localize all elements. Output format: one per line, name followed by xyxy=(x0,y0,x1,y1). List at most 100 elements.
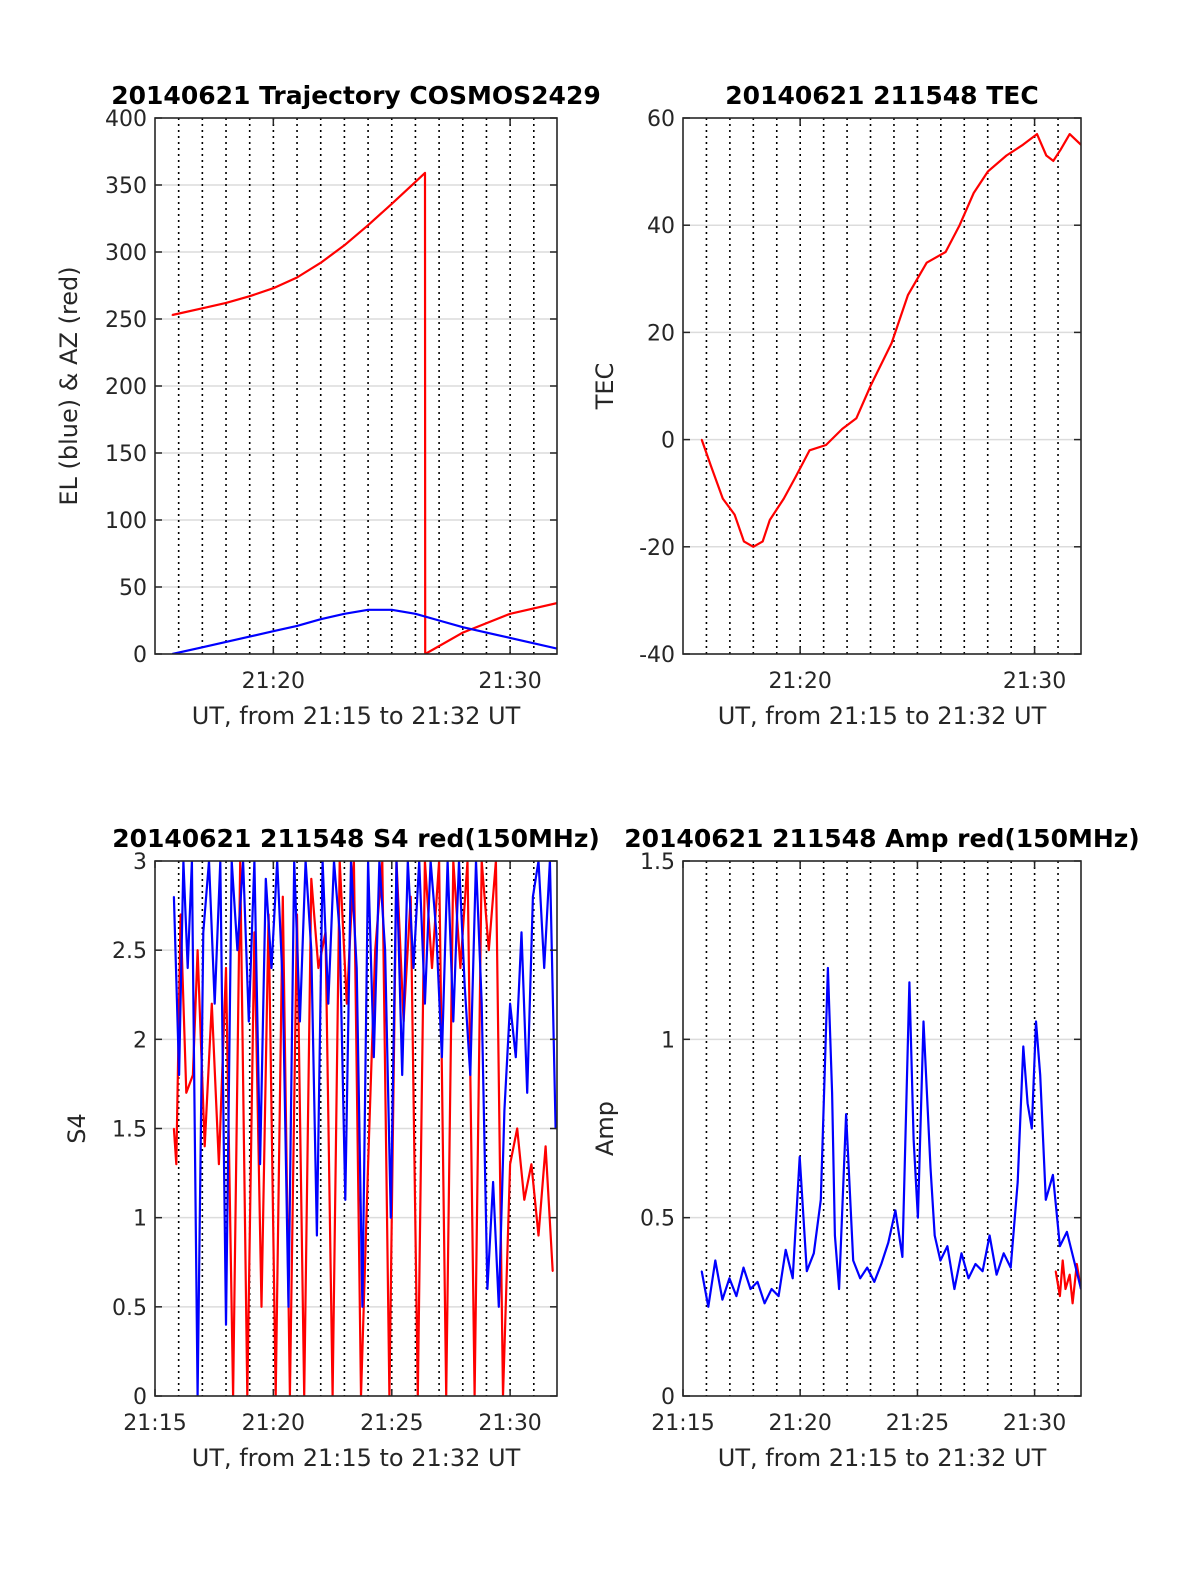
y-tick-label: 250 xyxy=(105,308,147,333)
data-point xyxy=(855,417,858,420)
y-tick-label: -20 xyxy=(639,536,675,561)
x-tick-label: 21:20 xyxy=(242,1411,305,1436)
data-point xyxy=(859,1277,861,1280)
data-point xyxy=(391,203,393,205)
y-tick-label: 3 xyxy=(133,850,147,875)
data-point xyxy=(431,967,433,969)
data-point xyxy=(1016,1181,1019,1183)
data-point xyxy=(784,1249,787,1251)
data-point xyxy=(441,1056,443,1058)
data-point xyxy=(1064,1288,1067,1290)
data-point xyxy=(175,1163,178,1165)
data-point xyxy=(1035,1020,1037,1023)
data-point xyxy=(831,1092,833,1094)
x-tick-label: 21:20 xyxy=(768,1411,831,1436)
data-point xyxy=(409,185,412,188)
x-tick-label: 21:15 xyxy=(651,1411,714,1436)
data-point xyxy=(1066,1231,1068,1233)
data-point xyxy=(469,1074,472,1076)
data-point xyxy=(391,609,393,611)
y-tick-label: 1.5 xyxy=(112,1118,147,1143)
data-point xyxy=(509,1163,511,1165)
data-point xyxy=(265,878,267,880)
data-point xyxy=(338,931,341,934)
y-tick-label: 200 xyxy=(105,375,147,400)
data-point xyxy=(960,1252,963,1255)
data-point xyxy=(225,1323,227,1326)
data-point xyxy=(213,1002,216,1005)
data-point xyxy=(1009,1266,1012,1269)
data-point xyxy=(178,1074,180,1076)
data-point xyxy=(707,1306,710,1308)
data-point xyxy=(299,1020,301,1023)
data-point xyxy=(1073,1259,1075,1262)
data-point xyxy=(173,895,175,898)
data-point xyxy=(922,1020,925,1023)
chart-title: 20140621 211548 Amp red(150MHz) xyxy=(624,824,1140,853)
data-point xyxy=(310,949,313,951)
data-point xyxy=(435,931,438,934)
x-tick-label: 21:25 xyxy=(886,1411,949,1436)
data-point xyxy=(1036,133,1038,135)
data-point xyxy=(367,224,369,226)
y-axis-label: TEC xyxy=(591,363,619,411)
data-point xyxy=(282,895,284,898)
chart-s4: 0 0.5 1 1.5 2 2.5 3 21:15 21:20 21:25 21:30 2014062… xyxy=(63,824,600,1472)
data-point xyxy=(873,1281,876,1283)
data-point xyxy=(236,949,239,951)
data-point xyxy=(714,1259,717,1262)
y-tick-label: 0 xyxy=(133,643,147,668)
data-point xyxy=(813,1252,815,1255)
data-point xyxy=(173,1127,175,1130)
data-point xyxy=(777,1295,780,1297)
data-point xyxy=(967,1277,970,1280)
data-point xyxy=(343,244,346,247)
y-tick-label: 100 xyxy=(105,509,147,534)
data-point xyxy=(925,261,928,264)
data-point xyxy=(203,1145,206,1148)
data-point xyxy=(742,1266,745,1269)
data-point xyxy=(225,967,227,969)
data-point xyxy=(939,1259,942,1262)
data-point xyxy=(907,294,909,296)
data-point xyxy=(995,1273,998,1276)
data-point xyxy=(894,1209,897,1212)
x-axis-label: UT, from 21:15 to 21:32 UT xyxy=(718,702,1047,730)
y-tick-label: 300 xyxy=(105,241,147,266)
data-point xyxy=(498,1306,500,1308)
data-point xyxy=(480,1002,483,1005)
data-point xyxy=(543,967,545,969)
data-point xyxy=(532,895,534,898)
data-point xyxy=(1022,1045,1025,1048)
data-point xyxy=(296,625,298,627)
y-tick-label: 2 xyxy=(133,1028,147,1053)
data-point xyxy=(752,546,755,548)
plot-area xyxy=(683,118,1081,654)
data-point xyxy=(988,1234,991,1237)
y-tick-label: 350 xyxy=(105,174,147,199)
data-point xyxy=(890,342,893,344)
data-point xyxy=(1068,1273,1071,1276)
plot-area xyxy=(683,861,1081,1396)
data-point xyxy=(260,1306,263,1308)
x-axis-label: UT, from 21:15 to 21:32 UT xyxy=(192,1444,521,1472)
data-point xyxy=(459,967,462,969)
data-point xyxy=(929,1166,932,1169)
data-point xyxy=(1061,1259,1064,1262)
data-point xyxy=(530,1163,533,1165)
chart-tec: -40 -20 0 20 40 60 21:20 21:30 20140621 211548 T… xyxy=(591,81,1082,730)
data-point xyxy=(756,1281,759,1283)
data-point xyxy=(1045,154,1048,157)
data-point xyxy=(272,287,275,290)
data-point xyxy=(201,646,204,649)
data-point xyxy=(880,1263,883,1265)
data-point xyxy=(1026,1102,1029,1105)
y-tick-label: 400 xyxy=(105,107,147,132)
y-tick-label: 0 xyxy=(133,1385,147,1410)
data-point xyxy=(761,540,764,543)
data-point xyxy=(452,1020,455,1023)
series-line-tec-0 xyxy=(700,133,1081,548)
data-point xyxy=(516,1127,518,1130)
data-point xyxy=(317,967,320,969)
